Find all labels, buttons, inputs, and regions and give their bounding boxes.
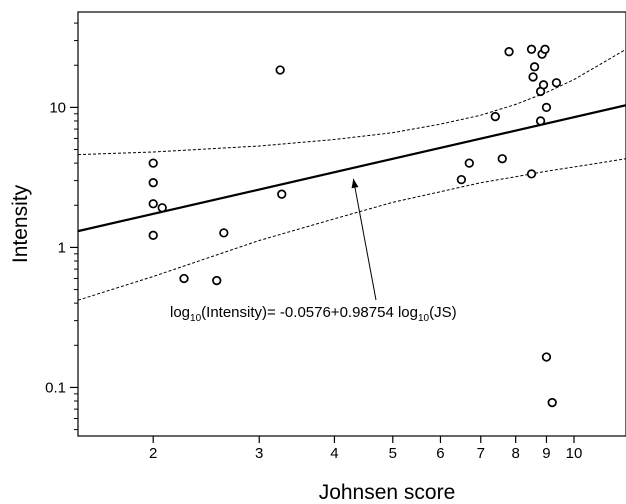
data-point-27 xyxy=(551,78,562,88)
x-tick-label-8: 10 xyxy=(566,445,583,462)
data-point-0 xyxy=(148,158,158,168)
regression-equation: log10(Intensity)= -0.0576+0.98754 log10(… xyxy=(170,304,457,324)
confidence-band-lower xyxy=(77,158,626,301)
annotation-part-2: (Intensity)= -0.0576+0.98754 log xyxy=(201,304,418,321)
confidence-band-upper xyxy=(77,48,626,156)
data-point-13 xyxy=(497,154,507,164)
annotation: log10(Intensity)= -0.0576+0.98754 log10(… xyxy=(170,178,457,324)
data-point-11 xyxy=(464,158,474,168)
data-point-26 xyxy=(547,397,557,408)
data-point-7 xyxy=(219,228,229,238)
data-point-22 xyxy=(538,80,549,90)
data-point-2 xyxy=(148,199,158,209)
annotation-part-3: 10 xyxy=(418,313,430,324)
data-points xyxy=(148,44,562,408)
x-tick-label-0: 2 xyxy=(149,445,157,462)
data-point-15 xyxy=(526,169,537,179)
x-tick-label-3: 5 xyxy=(389,445,397,462)
annotation-part-4: (JS) xyxy=(429,304,457,321)
data-point-3 xyxy=(148,230,158,240)
plot-frame xyxy=(77,11,626,437)
data-point-16 xyxy=(526,44,537,54)
y-tick-label-2: 10 xyxy=(49,99,66,116)
regression-line xyxy=(77,104,626,233)
data-point-9 xyxy=(277,189,287,199)
data-point-12 xyxy=(490,111,500,122)
x-tick-label-7: 9 xyxy=(542,445,550,462)
x-tick-label-6: 8 xyxy=(511,445,519,462)
annotation-part-0: log xyxy=(170,304,190,321)
data-point-14 xyxy=(504,47,514,57)
x-tick-label-2: 4 xyxy=(330,445,338,462)
data-point-24 xyxy=(541,102,552,113)
data-point-18 xyxy=(529,62,540,72)
x-tick-label-1: 3 xyxy=(255,445,263,462)
data-point-5 xyxy=(179,273,189,284)
data-point-20 xyxy=(535,116,546,126)
regression-line-group xyxy=(77,104,626,233)
y-tick-label-0: 0.1 xyxy=(45,379,66,396)
data-point-25 xyxy=(541,352,552,362)
x-axis-title: Johnsen score xyxy=(319,481,456,504)
data-point-6 xyxy=(212,275,222,286)
data-point-1 xyxy=(148,178,158,188)
x-tick-label-5: 7 xyxy=(477,445,485,462)
data-point-17 xyxy=(528,72,538,82)
data-point-10 xyxy=(456,174,467,185)
annotation-arrow xyxy=(352,178,377,301)
data-point-8 xyxy=(275,65,285,75)
data-point-23 xyxy=(540,44,550,54)
y-tick-label-1: 1 xyxy=(58,239,66,256)
y-axis-title: Intensity xyxy=(9,184,32,263)
x-axis-ticks: 2 3 4 5 6 7 8 9 10 xyxy=(149,436,582,462)
x-tick-label-4: 6 xyxy=(436,445,444,462)
data-point-4 xyxy=(157,203,167,213)
annotation-arrowhead xyxy=(351,178,359,189)
annotation-part-1: 10 xyxy=(190,313,202,324)
y-axis-ticks: 0.1 1 10 xyxy=(45,99,78,396)
confidence-band xyxy=(77,48,626,301)
minor-ticks xyxy=(74,22,78,431)
